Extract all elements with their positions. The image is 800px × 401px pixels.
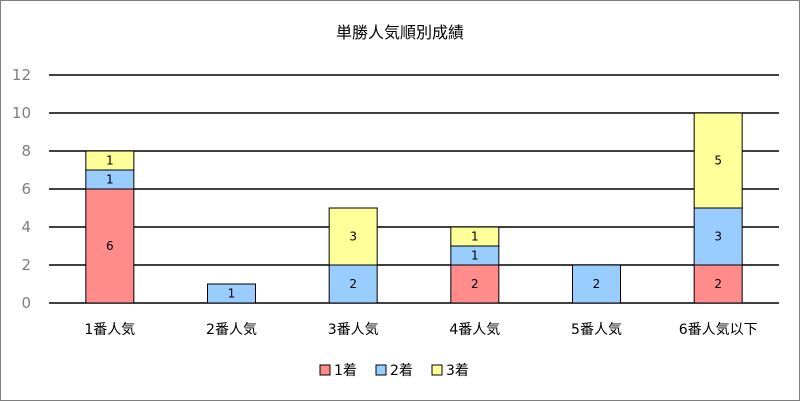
legend-label: 2着 [390, 363, 413, 379]
y-tick-label: 8 [21, 142, 31, 160]
y-tick-label: 2 [21, 256, 31, 274]
bar-segment [572, 264, 621, 304]
y-tick-label: 12 [12, 66, 31, 84]
bar-segment [693, 112, 743, 209]
x-tick-label: 4番人気 [449, 322, 500, 338]
bar-segment [693, 207, 743, 266]
bars: 6 1 1 1 2 3 2 1 1 2 2 3 5 [85, 112, 743, 304]
x-tick-label: 1番人気 [84, 322, 135, 338]
data-label: 2 [714, 277, 722, 291]
data-label: 3 [714, 230, 722, 244]
bar-segment [450, 226, 500, 247]
legend-swatch [431, 364, 443, 376]
legend-label: 3着 [446, 363, 469, 379]
y-tick-label: 6 [21, 180, 31, 198]
gridlines [49, 74, 779, 304]
y-tick-label: 4 [21, 218, 31, 236]
legend: 1着 2着 3着 [319, 363, 469, 379]
data-label: 2 [471, 277, 479, 291]
bar-segment [328, 207, 378, 266]
bar-segment [328, 264, 378, 304]
x-tick-label: 2番人気 [206, 322, 257, 338]
bar-segment [85, 188, 135, 304]
data-label: 5 [714, 154, 722, 168]
bar-segment [450, 264, 500, 304]
y-tick-label: 10 [12, 104, 31, 122]
data-label: 1 [228, 287, 236, 301]
x-tick-label: 6番人気以下 [679, 322, 758, 338]
bar-segment [85, 150, 135, 171]
data-label: 1 [106, 154, 114, 168]
x-tick-label: 3番人気 [328, 322, 379, 338]
legend-label: 1着 [334, 363, 357, 379]
data-label: 1 [106, 173, 114, 187]
chart-title: 単勝人気順別成績 [336, 23, 464, 42]
y-axis-ticks: 0 2 4 6 8 10 12 [12, 66, 31, 312]
x-tick-label: 5番人気 [571, 322, 622, 338]
bar-segment [693, 264, 743, 304]
data-label: 6 [106, 239, 114, 253]
data-label: 1 [471, 249, 479, 263]
bar-segment [207, 283, 256, 304]
data-label: 3 [349, 230, 357, 244]
legend-swatch [375, 364, 387, 376]
y-tick-label: 0 [21, 294, 31, 312]
legend-swatch [319, 364, 331, 376]
data-label: 2 [349, 277, 357, 291]
data-label: 2 [593, 277, 601, 291]
x-axis-ticks: 1番人気 2番人気 3番人気 4番人気 5番人気 6番人気以下 [84, 322, 757, 338]
data-label: 1 [471, 230, 479, 244]
